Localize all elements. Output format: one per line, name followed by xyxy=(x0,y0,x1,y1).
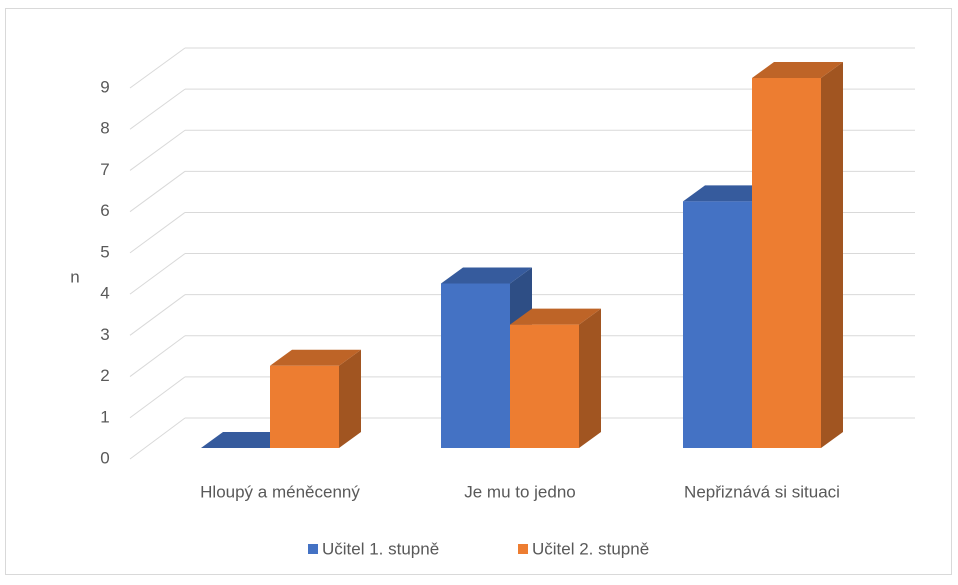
grid-line xyxy=(129,170,186,213)
y-tick-label: 4 xyxy=(100,284,109,303)
bar-front xyxy=(510,324,579,448)
legend-label: Učitel 2. stupně xyxy=(532,539,649,558)
bar-front xyxy=(752,78,821,448)
bar-front xyxy=(270,365,339,448)
bar-top xyxy=(270,349,361,366)
bar-top xyxy=(683,185,774,202)
legend-label: Učitel 1. stupně xyxy=(322,539,439,558)
bar xyxy=(201,432,292,448)
bar xyxy=(752,62,843,448)
bar xyxy=(270,349,361,448)
bar-front xyxy=(683,201,752,448)
grid-line xyxy=(129,294,186,336)
y-tick-label: 6 xyxy=(100,201,109,220)
grid-line xyxy=(129,129,186,171)
y-tick-label: 9 xyxy=(100,77,109,96)
y-tick-label: 3 xyxy=(100,325,109,344)
y-tick-label: 8 xyxy=(100,119,109,138)
grid-line xyxy=(129,47,186,89)
bar-top xyxy=(441,267,532,284)
grid-line xyxy=(129,417,186,460)
grid-line xyxy=(129,212,186,254)
y-tick-label: 5 xyxy=(100,242,109,261)
bar-side xyxy=(821,62,843,448)
legend-swatch xyxy=(518,544,528,554)
bar xyxy=(510,308,601,448)
y-tick-label: 0 xyxy=(100,448,109,467)
x-tick-label: Nepřiznává si situaci xyxy=(684,482,840,501)
bar-top xyxy=(752,62,843,78)
y-tick-label: 2 xyxy=(100,366,109,385)
bar-front xyxy=(441,283,510,448)
grid-line xyxy=(129,253,186,295)
x-tick-label: Hloupý a méněcenný xyxy=(200,482,360,501)
bar-top xyxy=(510,308,601,325)
bar-side xyxy=(339,349,361,448)
y-axis-label: n xyxy=(70,267,79,286)
bar-top xyxy=(201,432,292,448)
y-tick-label: 1 xyxy=(100,407,109,426)
x-tick-label: Je mu to jedno xyxy=(464,482,576,501)
grid-line xyxy=(129,376,186,419)
grid-line xyxy=(129,335,186,377)
grid-line xyxy=(129,88,186,130)
bar-side xyxy=(579,308,601,448)
legend-swatch xyxy=(308,544,318,554)
y-tick-label: 7 xyxy=(100,160,109,179)
